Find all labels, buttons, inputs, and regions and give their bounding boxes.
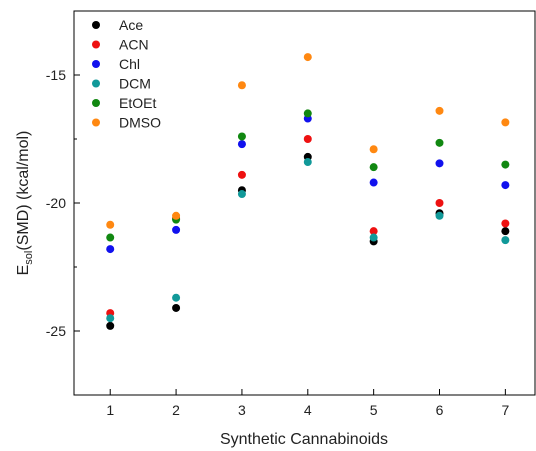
x-tick-label-3: 3 (238, 402, 246, 418)
point-acn-5 (369, 227, 378, 236)
x-tick-label-2: 2 (172, 402, 180, 418)
legend-label-ace: Ace (119, 17, 143, 33)
plot-frame (73, 10, 536, 396)
point-etoet-4 (303, 109, 312, 118)
point-dcm-6 (435, 211, 444, 220)
legend-label-dmso: DMSO (119, 115, 161, 131)
legend-marker-ace (92, 21, 100, 29)
point-ace-2 (172, 303, 181, 312)
point-etoet-7 (501, 160, 510, 169)
point-dmso-7 (501, 118, 510, 127)
point-acn-6 (435, 199, 444, 207)
point-chl-2 (172, 225, 181, 234)
point-etoet-6 (435, 138, 444, 147)
point-dmso-1 (106, 220, 115, 229)
point-acn-7 (501, 219, 510, 228)
legend-label-etoet: EtOEt (119, 95, 156, 111)
point-dcm-1 (106, 314, 115, 323)
x-tick-label-1: 1 (106, 402, 114, 418)
point-dmso-5 (369, 145, 378, 154)
legend-marker-chl (92, 60, 100, 68)
point-chl-3 (237, 140, 246, 149)
point-dmso-4 (303, 53, 312, 62)
y-tick-label--15: -15 (46, 67, 66, 83)
point-dmso-6 (435, 106, 444, 115)
point-dmso-3 (237, 81, 246, 90)
series-dmso (106, 53, 510, 229)
point-dcm-5 (369, 233, 378, 242)
point-dmso-2 (172, 211, 181, 220)
legend: Ace ACN Chl DCM EtOEt DMSO (92, 17, 161, 131)
y-axis-title: Esol(SMD) (kcal/mol) (15, 131, 35, 276)
legend-marker-acn (92, 40, 100, 49)
x-tick-label-5: 5 (370, 402, 378, 418)
point-dcm-7 (501, 236, 510, 245)
legend-marker-dmso (92, 118, 100, 127)
y-tick-label--25: -25 (46, 323, 66, 339)
legend-label-dcm: DCM (119, 76, 151, 92)
axis-tick-labels: 1 2 3 4 5 6 7 -25 -20 -15 (46, 67, 510, 418)
point-ace-1 (106, 321, 115, 330)
series-ace (106, 152, 510, 330)
x-tick-label-4: 4 (304, 402, 312, 418)
legend-label-chl: Chl (119, 56, 140, 72)
axis-ticks (74, 10, 506, 396)
point-acn-3 (237, 170, 246, 179)
y-axis-title-main: E (15, 265, 32, 276)
point-etoet-3 (237, 132, 246, 141)
point-dcm-4 (303, 158, 312, 167)
legend-marker-dcm (92, 79, 100, 88)
point-acn-4 (303, 135, 312, 143)
point-etoet-1 (106, 233, 115, 242)
point-chl-7 (501, 181, 510, 190)
x-tick-label-7: 7 (501, 402, 509, 418)
series-etoet (106, 109, 510, 242)
data-points (106, 53, 510, 330)
point-etoet-5 (369, 163, 378, 172)
point-chl-6 (435, 159, 444, 168)
point-ace-7 (501, 227, 510, 236)
point-chl-5 (369, 178, 378, 187)
y-axis-title-sub: sol (23, 251, 35, 265)
point-chl-1 (106, 245, 115, 254)
legend-label-acn: ACN (119, 37, 149, 53)
series-dcm (106, 158, 510, 323)
point-dcm-2 (172, 293, 181, 302)
y-axis-title-rest: (SMD) (kcal/mol) (15, 131, 32, 251)
x-tick-label-6: 6 (436, 402, 444, 418)
y-tick-label--20: -20 (46, 195, 66, 211)
x-axis-title: Synthetic Cannabinoids (220, 431, 388, 448)
legend-marker-etoet (92, 99, 100, 107)
point-dcm-3 (237, 190, 246, 199)
